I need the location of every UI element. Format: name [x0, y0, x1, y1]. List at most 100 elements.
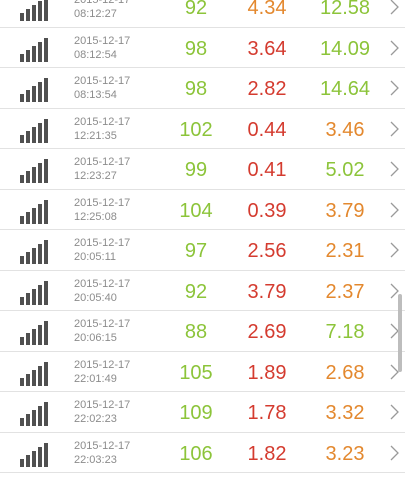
list-item[interactable]: 2015-12-17 12:21:35 102 0.44 3.46 — [0, 108, 405, 149]
value-3: 14.64 — [319, 78, 371, 100]
value-1: 104 — [179, 199, 213, 222]
date-text: 2015-12-17 — [74, 156, 131, 168]
list-item[interactable]: 2015-12-17 22:03:23 106 1.82 3.23 — [0, 432, 405, 473]
value-1: 102 — [179, 118, 213, 141]
timestamp: 2015-12-17 20:05:11 — [74, 236, 130, 264]
list-item[interactable]: 2015-12-17 22:01:49 105 1.89 2.68 — [0, 351, 405, 392]
value-2: 2.56 — [247, 240, 287, 262]
scrollbar[interactable] — [398, 294, 402, 372]
value-2: 4.34 — [247, 0, 287, 19]
value-3: 12.58 — [319, 0, 371, 19]
chevron-right-icon[interactable] — [389, 404, 399, 420]
value-1: 98 — [184, 78, 208, 100]
value-3: 3.32 — [325, 402, 365, 424]
value-1: 92 — [184, 280, 208, 303]
date-text: 2015-12-17 — [74, 115, 131, 128]
value-3: 2.37 — [325, 280, 365, 303]
time-text: 08:12:54 — [74, 48, 117, 61]
signal-strength-icon — [20, 321, 54, 345]
value-1: 99 — [184, 159, 208, 181]
chevron-right-icon[interactable] — [389, 121, 399, 137]
chevron-right-icon[interactable] — [389, 242, 399, 258]
list-item[interactable]: 2015-12-17 20:05:11 97 2.56 2.31 — [0, 230, 405, 271]
value-2: 2.69 — [247, 321, 287, 343]
value-2: 2.82 — [247, 78, 287, 100]
chevron-right-icon[interactable] — [389, 0, 399, 15]
signal-strength-icon — [20, 361, 54, 386]
date-text: 2015-12-17 — [74, 358, 131, 371]
time-text: 20:05:11 — [74, 251, 117, 263]
date-text: 2015-12-17 — [74, 0, 131, 6]
chevron-right-icon[interactable] — [389, 161, 399, 177]
value-2: 1.78 — [247, 402, 287, 424]
time-text: 22:03:23 — [74, 453, 117, 466]
value-2: 1.89 — [247, 361, 287, 384]
value-3: 2.68 — [325, 361, 365, 384]
value-3: 14.09 — [319, 37, 371, 60]
list-item[interactable]: 2015-12-17 12:25:08 104 0.39 3.79 — [0, 189, 405, 230]
value-2: 0.39 — [247, 199, 287, 222]
value-1: 109 — [179, 402, 213, 424]
timestamp: 2015-12-17 12:25:08 — [74, 196, 130, 224]
time-text: 20:06:15 — [74, 332, 117, 344]
time-text: 08:13:54 — [74, 89, 117, 101]
value-1: 97 — [184, 240, 208, 262]
timestamp: 2015-12-17 08:12:27 — [74, 0, 130, 21]
date-text: 2015-12-17 — [74, 399, 131, 411]
date-text: 2015-12-17 — [74, 318, 131, 330]
timestamp: 2015-12-17 22:01:49 — [74, 358, 130, 386]
value-3: 5.02 — [325, 159, 365, 181]
value-1: 98 — [184, 37, 208, 60]
date-text: 2015-12-17 — [74, 439, 131, 452]
list-item[interactable]: 2015-12-17 20:06:15 88 2.69 7.18 — [0, 311, 405, 352]
timestamp: 2015-12-17 22:02:23 — [74, 398, 130, 426]
signal-strength-icon — [20, 402, 54, 426]
value-2: 3.79 — [247, 280, 287, 303]
results-list: 2015-12-17 08:12:27 92 4.34 12.58 2015-1… — [0, 0, 405, 473]
date-text: 2015-12-17 — [74, 196, 131, 209]
signal-strength-icon — [20, 240, 54, 264]
time-text: 20:05:40 — [74, 291, 117, 304]
list-item[interactable]: 2015-12-17 08:12:54 98 3.64 14.09 — [0, 27, 405, 68]
time-text: 22:01:49 — [74, 372, 117, 385]
value-3: 3.23 — [325, 442, 365, 465]
timestamp: 2015-12-17 08:13:54 — [74, 74, 130, 102]
chevron-right-icon[interactable] — [389, 202, 399, 218]
timestamp: 2015-12-17 22:03:23 — [74, 439, 130, 467]
time-text: 12:25:08 — [74, 210, 117, 223]
value-2: 3.64 — [247, 37, 287, 60]
value-1: 88 — [184, 321, 208, 343]
value-3: 2.31 — [325, 240, 365, 262]
signal-strength-icon — [20, 118, 54, 143]
date-text: 2015-12-17 — [74, 75, 131, 87]
chevron-right-icon[interactable] — [389, 80, 399, 96]
timestamp: 2015-12-17 12:23:27 — [74, 155, 130, 183]
signal-strength-icon — [20, 199, 54, 224]
chevron-right-icon[interactable] — [389, 445, 399, 461]
list-item[interactable]: 2015-12-17 08:12:27 92 4.34 12.58 — [0, 0, 405, 28]
value-1: 92 — [184, 0, 208, 19]
value-2: 0.41 — [247, 159, 287, 181]
time-text: 12:23:27 — [74, 170, 117, 182]
timestamp: 2015-12-17 20:06:15 — [74, 317, 130, 345]
time-text: 08:12:27 — [74, 8, 117, 20]
timestamp: 2015-12-17 20:05:40 — [74, 277, 130, 305]
timestamp: 2015-12-17 12:21:35 — [74, 115, 130, 143]
date-text: 2015-12-17 — [74, 277, 131, 290]
signal-strength-icon — [20, 280, 54, 305]
value-2: 0.44 — [247, 118, 287, 141]
signal-strength-icon — [20, 78, 54, 102]
list-item[interactable]: 2015-12-17 12:23:27 99 0.41 5.02 — [0, 149, 405, 190]
value-1: 106 — [179, 442, 213, 465]
date-text: 2015-12-17 — [74, 34, 131, 47]
value-3: 3.79 — [325, 199, 365, 222]
list-item[interactable]: 2015-12-17 22:02:23 109 1.78 3.32 — [0, 392, 405, 433]
chevron-right-icon[interactable] — [389, 40, 399, 56]
signal-strength-icon — [20, 0, 54, 21]
value-3: 7.18 — [325, 321, 365, 343]
list-item[interactable]: 2015-12-17 20:05:40 92 3.79 2.37 — [0, 270, 405, 311]
chevron-right-icon[interactable] — [389, 283, 399, 299]
value-3: 3.46 — [325, 118, 365, 141]
list-item[interactable]: 2015-12-17 08:13:54 98 2.82 14.64 — [0, 68, 405, 109]
signal-strength-icon — [20, 159, 54, 183]
